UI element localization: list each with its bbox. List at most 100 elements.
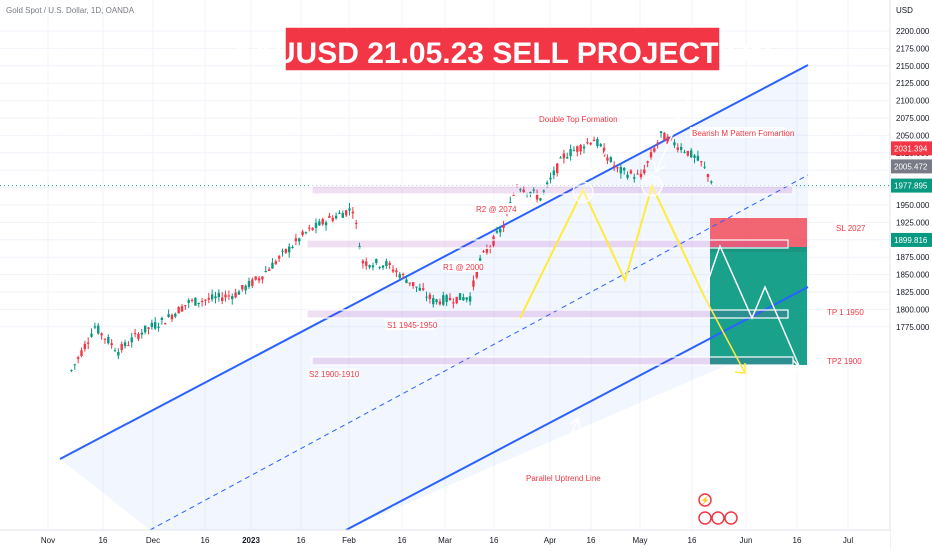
candle-body: [559, 157, 562, 159]
price-tick-label: 1950.000: [896, 201, 930, 210]
candle-body: [184, 305, 187, 307]
svg-text:S2 1900-1910: S2 1900-1910: [309, 370, 360, 379]
candle-body: [683, 151, 686, 153]
candle-body: [277, 256, 281, 259]
time-tick-label: 16: [490, 536, 499, 545]
level-box-s2[interactable]: [311, 356, 794, 366]
candle-body: [100, 333, 103, 336]
candle-body: [512, 194, 515, 196]
lightning-icon[interactable]: [698, 493, 712, 507]
candle-body: [113, 350, 117, 352]
candle-body: [552, 170, 556, 176]
candle-body: [485, 249, 489, 253]
label-r1: R1 @ 2000: [441, 261, 484, 272]
candle-body: [592, 139, 596, 142]
candle-body: [214, 296, 217, 299]
event-flag-icon[interactable]: [698, 511, 712, 525]
level-box-r1[interactable]: [306, 239, 789, 249]
candle-body: [542, 190, 545, 192]
candle-body: [288, 246, 291, 253]
candle-body: [224, 294, 227, 298]
candle-body: [435, 299, 438, 303]
candle-body: [154, 322, 157, 329]
candle-body: [589, 142, 592, 145]
candle-body: [612, 165, 616, 167]
candle-body: [97, 325, 100, 334]
arrow-head-icon: [653, 160, 666, 174]
channel-mid-line[interactable]: [149, 174, 809, 531]
candle-body: [438, 301, 442, 305]
label-s1: S1 1945-1950: [385, 319, 438, 330]
take-profit-zone: [710, 247, 807, 365]
price-tick-label: 1825.000: [896, 288, 930, 297]
level-box-s1[interactable]: [306, 309, 789, 319]
title-banner: XAUUSD 21.05.23 SELL PROJECTION: [232, 26, 772, 72]
price-axis-badges: 2031.394 2005.472 1977.895 1899.816: [891, 141, 932, 247]
candle-body: [127, 345, 130, 347]
price-tick-label: 2150.000: [896, 62, 930, 71]
svg-text:TP 1 1950: TP 1 1950: [827, 308, 864, 317]
time-tick-label: Dec: [146, 536, 160, 545]
channel-lower-line[interactable]: [345, 286, 809, 531]
candle-body: [177, 307, 180, 314]
candle-body: [452, 302, 455, 304]
candle-body: [626, 174, 629, 178]
label-tp1: TP 1 1950: [825, 306, 864, 317]
candle-body: [659, 131, 663, 134]
candle-body: [576, 146, 579, 152]
candle-body: [103, 338, 107, 340]
candle-body: [261, 276, 264, 280]
price-axis-panel[interactable]: [890, 0, 932, 550]
candle-body: [519, 189, 522, 191]
candle-body: [338, 212, 341, 214]
candle-body: [418, 287, 422, 291]
time-tick-label: Apr: [544, 536, 557, 545]
svg-text:Double Top Formation: Double Top Formation: [539, 115, 618, 124]
candle-body: [492, 236, 495, 246]
channel-upper-line[interactable]: [59, 64, 809, 460]
candle-body: [328, 215, 331, 218]
price-badge: [891, 159, 932, 174]
price-tick-label: 2175.000: [896, 44, 930, 53]
event-flag-icon[interactable]: [711, 511, 725, 525]
candle-body: [690, 150, 693, 158]
level-box-r2[interactable]: [311, 185, 794, 195]
candle-body: [227, 295, 231, 297]
channel-fill: [60, 65, 808, 530]
candle-body: [582, 146, 586, 149]
candle-body: [143, 325, 147, 333]
price-tick-label: 2200.000: [896, 27, 930, 36]
price-badge: [891, 178, 932, 193]
arrow-head-icon: [734, 363, 746, 374]
event-flag-icon[interactable]: [724, 511, 738, 525]
price-badge: [891, 141, 932, 156]
candle-body: [197, 302, 200, 305]
candle-body: [70, 370, 73, 372]
candle-body: [596, 139, 599, 147]
candle-body: [502, 225, 505, 228]
candle-body: [368, 265, 371, 268]
time-axis-panel[interactable]: [0, 530, 890, 550]
candle-body: [676, 147, 679, 150]
candle-body: [535, 194, 539, 200]
candle-body: [391, 269, 395, 272]
candle-body: [442, 295, 445, 305]
candle-body: [234, 292, 237, 298]
price-tick-label: 1775.000: [896, 323, 930, 332]
candle-body: [294, 238, 298, 242]
candle-body: [710, 181, 713, 183]
m-pattern-line[interactable]: [519, 183, 706, 319]
svg-text:R2 @ 2074: R2 @ 2074: [476, 205, 517, 214]
candle-body: [301, 231, 304, 235]
candle-body: [361, 260, 365, 264]
candle-body: [210, 294, 214, 300]
candle-body: [110, 343, 113, 346]
svg-text:SL 2027: SL 2027: [836, 224, 866, 233]
candle-body: [254, 276, 257, 280]
candle-body: [80, 350, 83, 356]
candle-body: [334, 215, 338, 219]
candle-body: [251, 279, 254, 286]
candle-body: [194, 297, 197, 306]
